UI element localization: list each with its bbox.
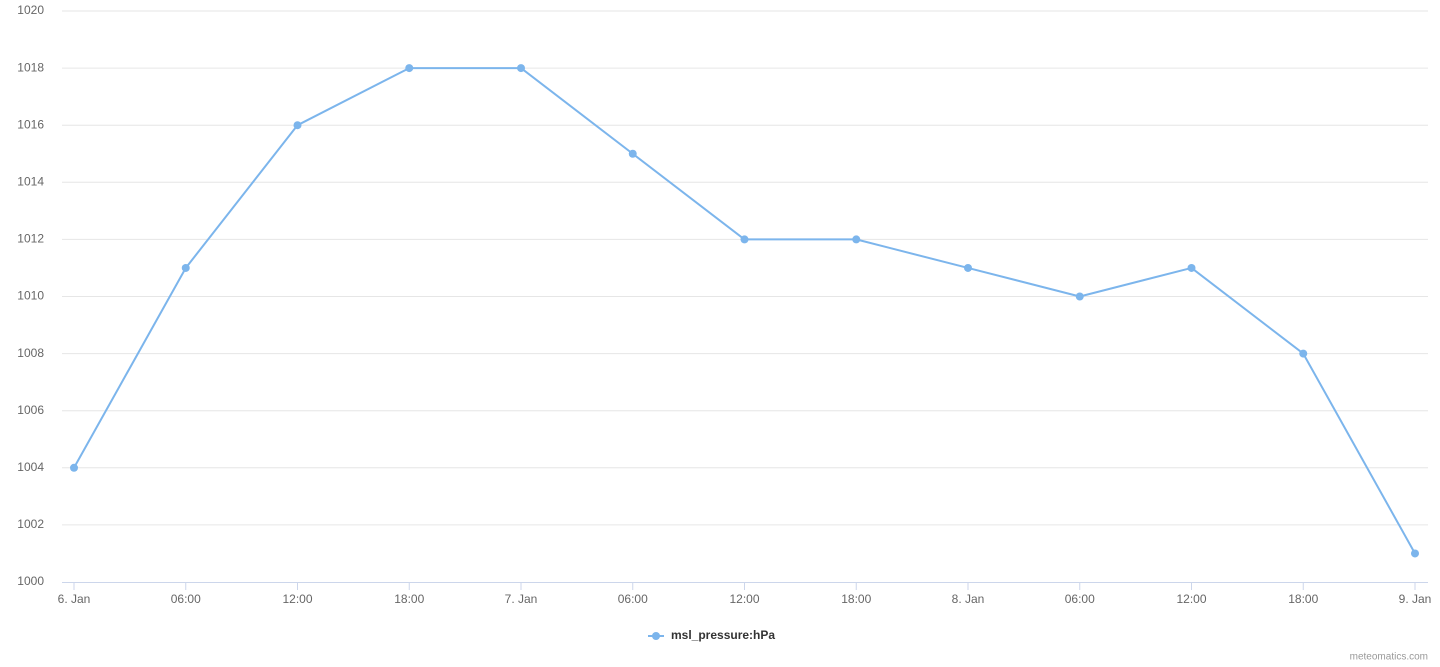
- y-tick-label: 1008: [17, 346, 44, 360]
- point: [70, 463, 78, 472]
- x-tick-label: 06:00: [171, 592, 201, 606]
- x-tick-label: 12:00: [1176, 592, 1206, 606]
- point: [852, 235, 861, 244]
- line: [73, 67, 1416, 554]
- point: [740, 235, 749, 244]
- y-tick-label: 1002: [17, 517, 44, 531]
- point: [405, 64, 414, 73]
- y-tick-label: 1018: [17, 60, 44, 74]
- y-tick-label: 1010: [17, 289, 44, 303]
- point: [628, 149, 637, 158]
- x-tick-label: 12:00: [729, 592, 759, 606]
- point: [517, 64, 525, 73]
- y-tick-label: 1000: [17, 574, 44, 588]
- x-tick-label: 18:00: [1288, 592, 1318, 606]
- point: [181, 263, 190, 272]
- x-tick-label: 6. Jan: [58, 592, 91, 606]
- point: [964, 263, 972, 272]
- y-tick-label: 1020: [17, 3, 44, 17]
- x-tick-label: 06:00: [618, 592, 648, 606]
- y-tick-label: 1012: [17, 232, 44, 246]
- x-tick-label: 12:00: [282, 592, 312, 606]
- point: [1075, 292, 1084, 301]
- point: [293, 121, 302, 130]
- point: [1299, 349, 1308, 358]
- legend-label[interactable]: msl_pressure:hPa: [671, 628, 775, 642]
- point: [1187, 263, 1196, 272]
- legend[interactable]: msl_pressure:hPa: [648, 628, 775, 642]
- credits: meteomatics.com: [1350, 652, 1428, 663]
- x-tick-label: 06:00: [1065, 592, 1095, 606]
- x-tick-label: 8. Jan: [952, 592, 985, 606]
- y-tick-label: 1006: [17, 403, 44, 417]
- legend-symbol: [652, 632, 660, 640]
- point: [1411, 549, 1419, 558]
- x-tick-label: 7. Jan: [505, 592, 538, 606]
- y-tick-label: 1014: [17, 174, 44, 188]
- x-tick-label: 18:00: [841, 592, 871, 606]
- x-tick-label: 9. Jan: [1399, 592, 1432, 606]
- y-tick-label: 1004: [17, 460, 44, 474]
- x-tick-label: 18:00: [394, 592, 424, 606]
- y-tick-label: 1016: [17, 117, 44, 131]
